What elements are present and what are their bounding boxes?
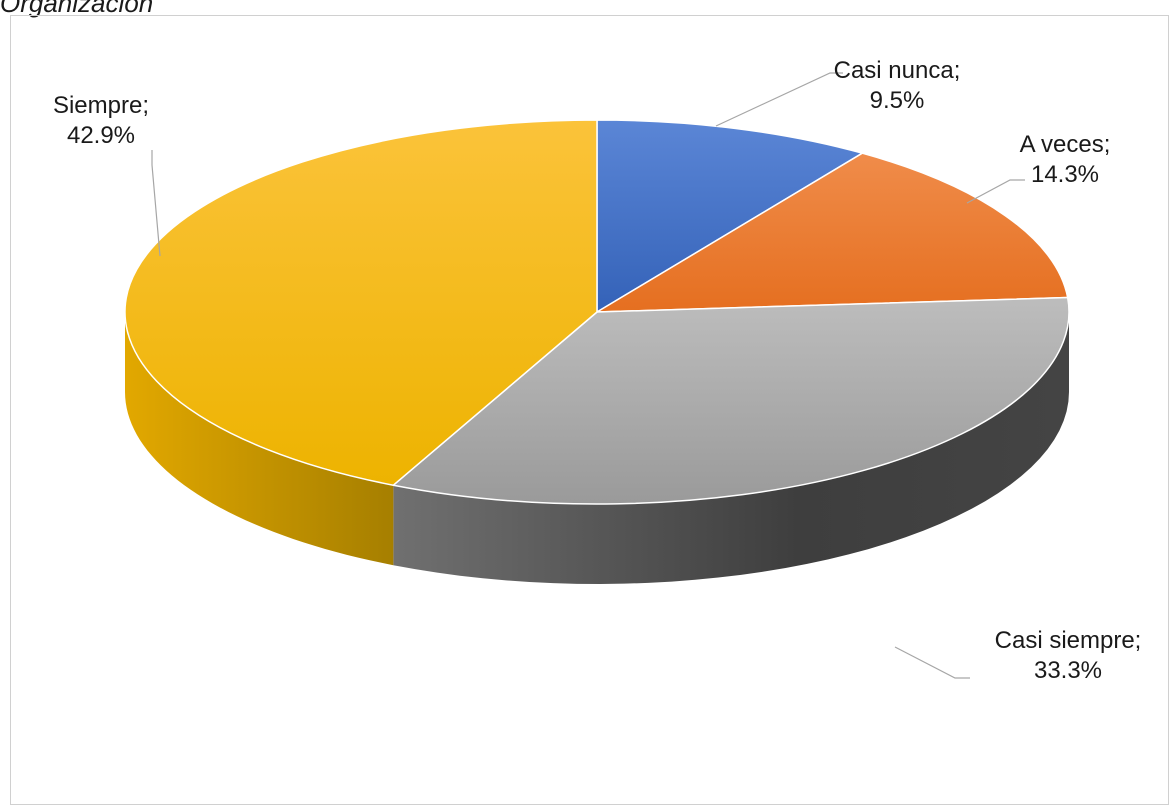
leader-line-casi-siempre xyxy=(894,646,970,679)
leader-line-a-veces xyxy=(966,179,1025,204)
pie-slice-a-veces xyxy=(596,152,1069,313)
pie-chart: Casi nunca; 9.5% A veces; 14.3% Casi siempre… xyxy=(53,57,1141,684)
slice-label-a-veces: A veces; xyxy=(1020,131,1111,158)
pie-slice-casi-nunca xyxy=(596,119,864,313)
pie-slice-siempre xyxy=(124,119,598,486)
pie-side-siempre xyxy=(125,312,394,566)
slice-label-casi-nunca: Casi nunca; xyxy=(834,57,961,84)
leader-line-casi-nunca xyxy=(715,72,843,127)
chart-caption: Organización xyxy=(0,0,154,18)
slice-labels: Casi nunca; 9.5% A veces; 14.3% Casi siempre… xyxy=(53,57,1141,684)
pie-slice-casi-siempre xyxy=(392,296,1070,505)
slice-value-casi-nunca: 9.5% xyxy=(870,87,925,114)
slice-value-a-veces: 14.3% xyxy=(1031,161,1099,188)
pie-sides xyxy=(125,312,1070,584)
leader-line-siempre xyxy=(151,150,161,257)
slice-value-casi-siempre: 33.3% xyxy=(1034,657,1102,684)
slice-value-siempre: 42.9% xyxy=(67,122,135,149)
pie-tops xyxy=(124,119,1070,505)
leader-lines xyxy=(151,72,1025,679)
slice-label-casi-siempre: Casi siempre; xyxy=(995,627,1142,654)
pie-side-casi-siempre xyxy=(393,312,1070,584)
slice-label-siempre: Siempre; xyxy=(53,92,149,119)
